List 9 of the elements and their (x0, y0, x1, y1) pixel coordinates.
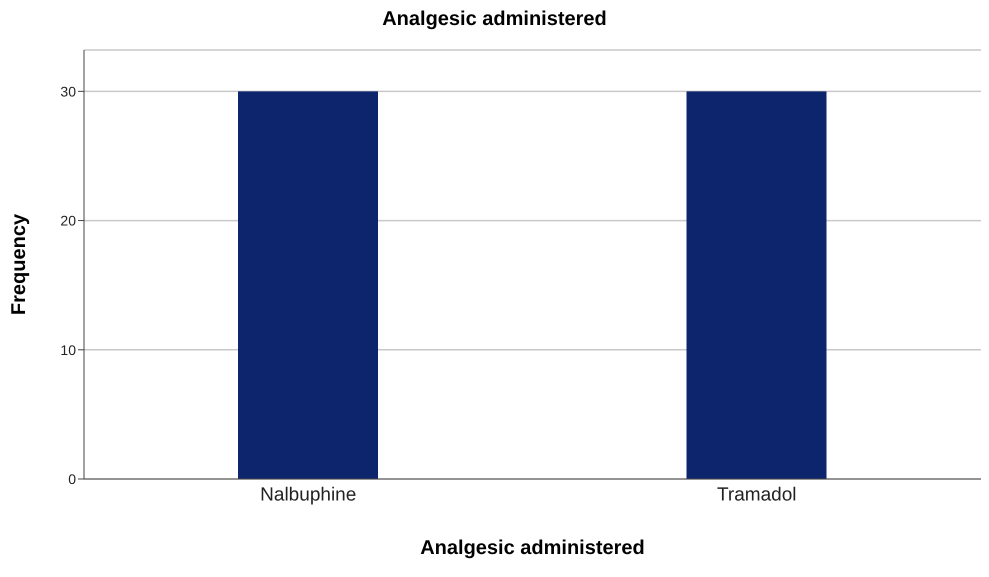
x-tick-label: Tramadol (716, 484, 797, 506)
y-tick-label: 30 (60, 83, 76, 100)
x-axis-title: Analgesic administered (420, 537, 645, 559)
y-tick-label: 10 (60, 342, 76, 358)
y-tick-label: 20 (60, 212, 76, 229)
y-axis-title: Frequency (8, 213, 30, 316)
chart-title: Analgesic administered (381, 8, 608, 32)
y-tick-label: 0 (68, 470, 76, 487)
x-tick-label: Nalbuphine (260, 484, 356, 506)
